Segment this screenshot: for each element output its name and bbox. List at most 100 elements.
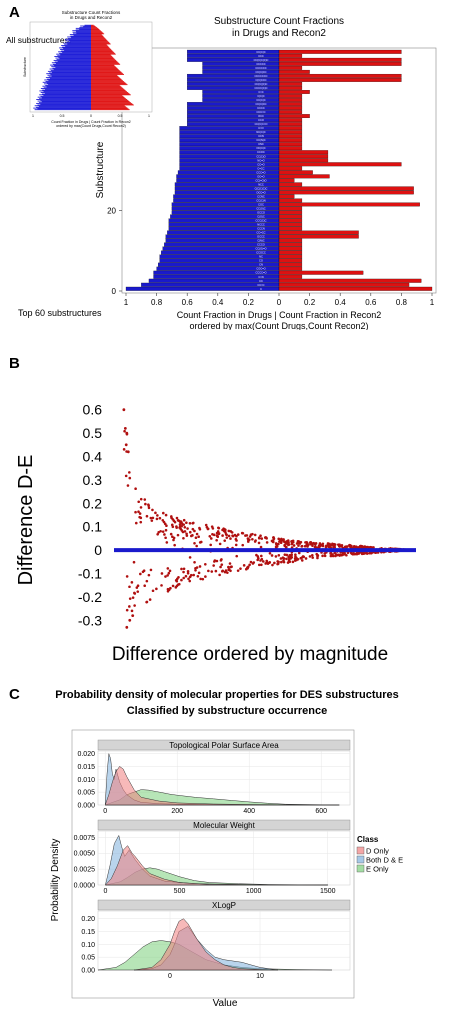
panel-a-inset-xtick-label: 0.5	[60, 114, 65, 118]
panel-b-point	[309, 541, 313, 544]
panel-b-point	[163, 533, 166, 536]
panel-a-bar-recon2	[278, 126, 303, 131]
panel-b-point	[227, 565, 230, 569]
panel-b-ytick-label: 0.1	[83, 519, 103, 535]
panel-a-inset-bar-drugs	[55, 67, 91, 68]
panel-b-point	[333, 544, 336, 547]
panel-b-point	[321, 554, 324, 558]
panel-a-inset-bar-recon2	[91, 52, 115, 54]
panel-b-point	[308, 555, 312, 558]
panel-a-xtick-label: 0.8	[151, 298, 163, 307]
panel-a-inset-bar-recon2	[91, 96, 125, 98]
panel-a-inset-bar-recon2	[91, 79, 123, 81]
panel-b-point	[195, 532, 199, 536]
panel-a-inset-bar-drugs	[69, 41, 91, 43]
panel-a-inset-bar-recon2	[91, 107, 128, 109]
panel-a-inset-bar-drugs	[53, 59, 91, 61]
panel-a-inset-bar-recon2	[91, 84, 120, 86]
panel-a-row-label: OC=O	[257, 174, 264, 178]
panel-a-inset-bar-recon2	[91, 32, 104, 34]
panel-b-ylabel: Difference D-E	[15, 455, 37, 586]
panel-a-inset-bar-drugs	[60, 49, 91, 50]
panel-b-point	[287, 555, 290, 559]
panel-b-point	[218, 542, 222, 546]
panel-b-point	[277, 553, 281, 557]
panel-b-point	[299, 540, 303, 544]
panel-b-point	[188, 521, 192, 525]
panel-a-inset-bar-drugs	[48, 76, 91, 78]
panel-b-point	[234, 543, 238, 547]
panel-b-point	[278, 539, 282, 543]
panel-a-bar-recon2	[278, 146, 303, 151]
panel-b-point	[204, 562, 207, 566]
panel-b-point	[270, 539, 274, 543]
panel-b-point	[175, 516, 179, 520]
panel-b-point	[274, 555, 278, 558]
panel-a-inset-bar-drugs	[37, 96, 91, 98]
panel-a-inset-bar-drugs	[51, 62, 91, 64]
panel-b-point	[128, 605, 131, 608]
panel-a-xlabel: ordered by max(Count Drugs,Count Recon2)	[189, 321, 368, 330]
panel-b-point	[199, 577, 202, 581]
panel-a-inset-bar-recon2	[91, 55, 112, 57]
panel-b-point	[161, 530, 165, 533]
panel-a-inset-bar-drugs	[58, 56, 91, 58]
panel-a-inset-bar-drugs	[79, 28, 91, 30]
panel-a-inset-bar-drugs	[39, 90, 91, 92]
panel-a-inset-bar-recon2	[91, 30, 101, 32]
panel-b-point	[210, 525, 214, 528]
panel-b-point	[212, 533, 216, 537]
panel-c-ytick-label: 0.0025	[74, 867, 96, 874]
panel-c-legend-swatch	[356, 846, 365, 855]
panel-b-point	[160, 584, 163, 587]
panel-a-row-label: CC=CC	[256, 231, 265, 235]
panel-b-point	[183, 530, 187, 533]
panel-b-point	[257, 536, 261, 540]
panel-a-inset-bar-drugs	[54, 61, 91, 63]
panel-b-point	[185, 534, 189, 537]
panel-b-point	[221, 569, 225, 573]
panel-b-point	[312, 541, 316, 545]
panel-b-point	[303, 544, 307, 548]
panel-c-title: Probability density of molecular propert…	[55, 689, 399, 701]
panel-c-legend-label: E Only	[366, 865, 389, 874]
panel-a-bar-recon2	[278, 262, 303, 267]
panel-b-point	[209, 543, 212, 547]
panel-a-inset-bar-drugs	[73, 34, 91, 36]
panel-b-point	[266, 562, 270, 565]
panel-a-row-label: CC	[259, 279, 263, 283]
panel-b-point	[158, 516, 162, 520]
panel-b-point	[176, 583, 180, 586]
panel-b-point	[295, 556, 298, 560]
panel-a-inset-bar-drugs	[40, 103, 91, 105]
panel-b-point	[156, 514, 159, 517]
panel-a-inset-bar-drugs	[46, 82, 91, 84]
panel-b-point	[255, 553, 258, 557]
panel-a-row-label: C(C)CCC	[255, 78, 266, 82]
panel-a-row-label: CC(C)O	[256, 154, 265, 158]
panel-a-inset-bar-recon2	[91, 27, 99, 29]
panel-a-inset-bar-drugs	[40, 88, 91, 90]
panel-b-point	[137, 510, 140, 514]
panel-b-point	[261, 560, 265, 563]
panel-a-inset-bar-recon2	[91, 104, 134, 106]
panel-a-bar-recon2	[278, 230, 359, 235]
panel-a-inset-bar-drugs	[63, 42, 91, 44]
panel-b-point	[300, 544, 304, 548]
panel-a-inset-bar-recon2	[91, 99, 128, 101]
panel-b-point	[170, 523, 174, 527]
panel-b-point	[149, 568, 153, 572]
panel-b-point	[154, 511, 157, 515]
panel-b-point	[315, 552, 319, 556]
panel-a-inset-bar-drugs	[79, 27, 91, 29]
panel-b-point	[193, 541, 196, 545]
panel-b-point	[285, 557, 288, 561]
panel-b-point	[130, 581, 134, 584]
panel-a-bar-recon2	[278, 102, 303, 106]
panel-b-point	[185, 521, 188, 525]
panel-a-bar-recon2	[278, 282, 410, 287]
panel-a-row-label: CCN	[258, 134, 264, 138]
panel-b-point	[170, 515, 173, 518]
panel-b-point	[143, 498, 147, 501]
